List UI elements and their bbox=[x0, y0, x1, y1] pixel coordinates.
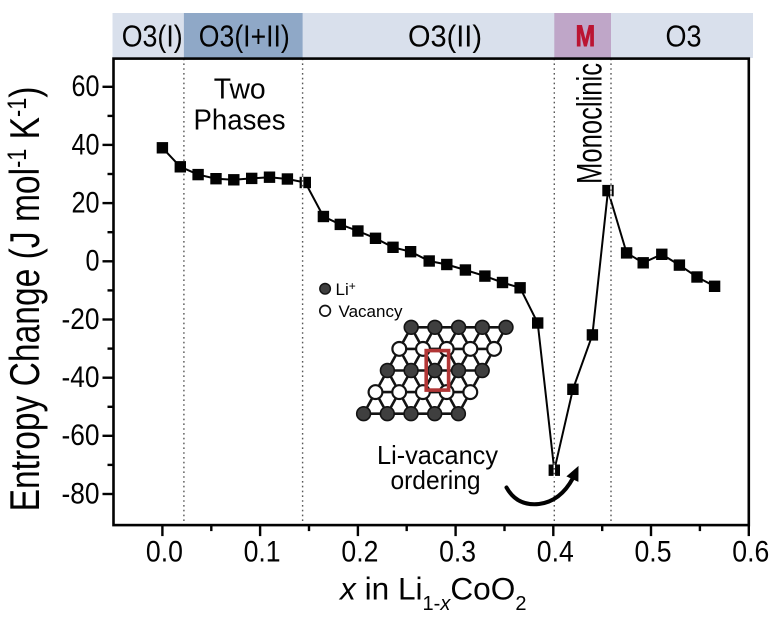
svg-text:-40: -40 bbox=[62, 361, 100, 394]
svg-text:O3(I+II): O3(I+II) bbox=[199, 20, 290, 54]
svg-text:0.2: 0.2 bbox=[341, 536, 378, 569]
svg-text:-80: -80 bbox=[62, 477, 100, 510]
svg-text:M: M bbox=[576, 20, 596, 53]
svg-text:Two: Two bbox=[214, 73, 266, 105]
svg-text:0.5: 0.5 bbox=[635, 536, 672, 569]
svg-text:-20: -20 bbox=[62, 303, 100, 336]
svg-text:Monoclinic: Monoclinic bbox=[571, 63, 610, 184]
svg-text:-60: -60 bbox=[62, 419, 100, 452]
svg-text:60: 60 bbox=[72, 70, 100, 103]
svg-text:Li-vacancy: Li-vacancy bbox=[377, 440, 498, 470]
svg-text:O3(I): O3(I) bbox=[122, 20, 183, 54]
svg-text:O3(II): O3(II) bbox=[408, 20, 482, 54]
svg-text:0.1: 0.1 bbox=[244, 536, 281, 569]
svg-text:0.4: 0.4 bbox=[537, 536, 574, 569]
svg-text:Vacancy: Vacancy bbox=[339, 302, 403, 321]
svg-text:0.0: 0.0 bbox=[146, 536, 183, 569]
svg-text:0.6: 0.6 bbox=[732, 536, 769, 569]
svg-text:20: 20 bbox=[72, 187, 100, 220]
svg-text:0.3: 0.3 bbox=[439, 536, 476, 569]
svg-text:ordering: ordering bbox=[391, 465, 481, 495]
svg-text:40: 40 bbox=[72, 128, 100, 161]
svg-text:O3: O3 bbox=[666, 20, 702, 54]
svg-text:0: 0 bbox=[86, 245, 100, 278]
svg-text:Phases: Phases bbox=[194, 105, 286, 137]
